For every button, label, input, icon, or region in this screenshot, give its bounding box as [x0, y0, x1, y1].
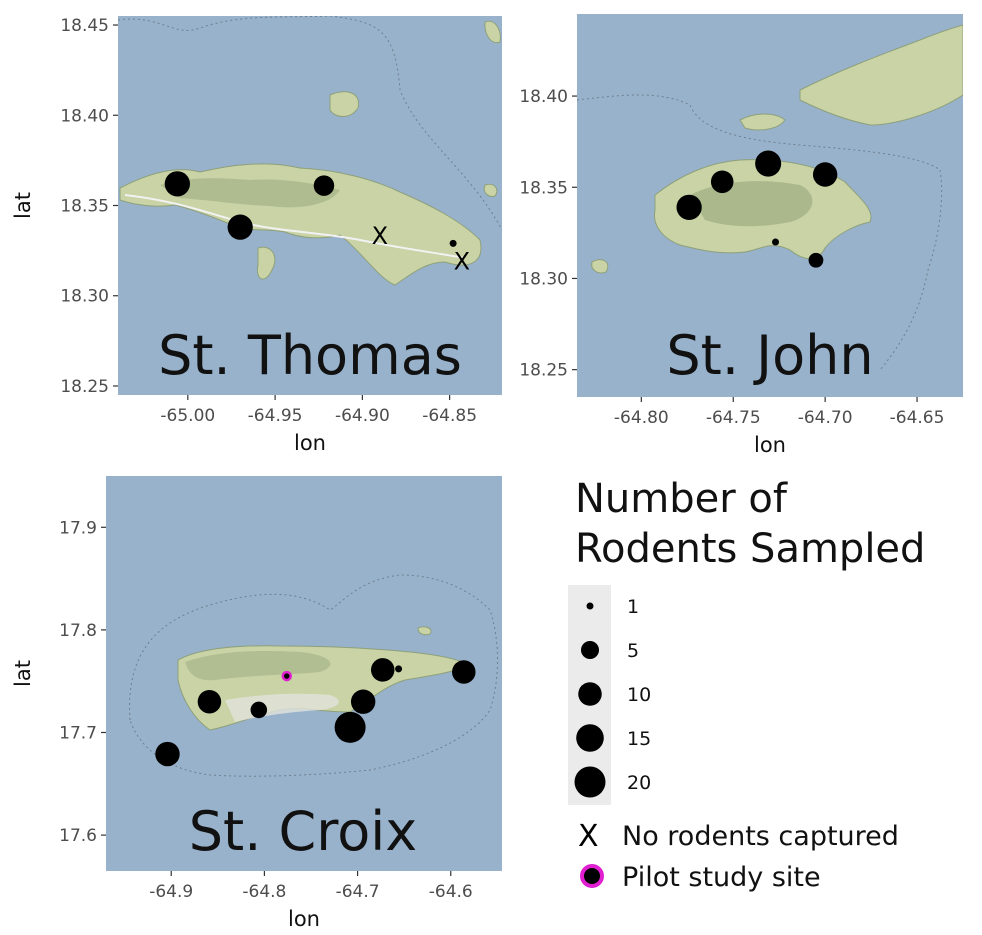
island-tortola	[799, 24, 963, 126]
sample-point-st-croix-6	[395, 665, 403, 673]
road-st-thomas	[124, 194, 466, 259]
sample-point-st-croix-0	[155, 741, 180, 767]
islet-jost-van-dyke	[739, 113, 786, 131]
legend-title-line2: Rodents Sampled	[575, 526, 925, 572]
islet-hans-lollik	[329, 91, 360, 117]
island-st-croix-hills	[185, 651, 331, 681]
legend-size-label-20: 20	[627, 772, 651, 794]
sample-point-st-croix-5	[370, 658, 395, 682]
y-axis-title-st-thomas: lat	[11, 192, 35, 219]
sample-point-st-thomas-1	[227, 214, 253, 240]
x-tick-label-st-john-3: -64.65	[890, 408, 945, 428]
x-axis-title-st-croix: lon	[288, 907, 320, 931]
y-tick-label-st-thomas-3: 18.40	[60, 106, 109, 126]
x-tick-label-st-thomas-1: -64.95	[248, 406, 303, 426]
sample-point-st-croix-4	[350, 689, 376, 714]
x-tick-label-st-croix-3: -64.6	[429, 882, 473, 902]
y-tick-label-st-croix-1: 17.7	[59, 723, 97, 743]
x-axis-title-st-thomas: lon	[294, 431, 326, 455]
x-tick-label-st-john-2: -64.70	[798, 408, 853, 428]
legend-pilot-marker	[580, 864, 604, 888]
y-tick-label-st-john-2: 18.35	[519, 178, 568, 198]
legend-no-capture-label: No rodents captured	[622, 821, 899, 852]
sample-point-st-john-1	[710, 170, 734, 194]
x-tick-label-st-thomas-0: -65.00	[160, 406, 215, 426]
sample-point-st-croix-3	[334, 711, 366, 743]
sample-point-st-john-4	[772, 238, 780, 246]
sample-point-st-john-0	[676, 194, 702, 220]
x-tick-label-st-croix-2: -64.7	[336, 882, 380, 902]
panel-st-thomas: St. Thomas X X -65.00 -64.95 -64.90 -64.85 18.…	[11, 16, 502, 455]
y-tick-label-st-croix-2: 17.8	[59, 621, 97, 641]
y-tick-label-st-thomas-0: 18.25	[60, 377, 109, 397]
island-label-st-croix: St. Croix	[189, 800, 418, 863]
x-tick-label-st-john-0: -64.80	[614, 408, 669, 428]
islet-water-island	[256, 246, 276, 280]
island-st-thomas-hills	[160, 178, 340, 208]
territorial-boundary-st-croix	[129, 574, 498, 777]
legend-size-marker-10	[578, 682, 602, 706]
y-tick-label-st-thomas-4: 18.45	[60, 16, 109, 36]
sample-point-st-thomas-0	[164, 171, 190, 197]
x-tick-label-st-thomas-3: -64.85	[422, 406, 477, 426]
legend-size-marker-5	[580, 640, 600, 660]
y-tick-label-st-thomas-1: 18.30	[60, 287, 109, 307]
panel-st-john: St. John -64.80 -64.75 -64.70 -64.65 18.25 18…	[519, 14, 963, 457]
islet-buck-island	[417, 626, 432, 636]
legend-pilot-label: Pilot study site	[622, 862, 821, 893]
sample-point-st-john-2	[755, 150, 782, 177]
legend-size-label-1: 1	[627, 596, 639, 618]
x-tick-label-st-croix-1: -64.8	[242, 882, 286, 902]
pilot-site-marker-st-croix-0	[281, 670, 293, 682]
island-st-john-hills	[690, 181, 813, 227]
x-tick-label-st-john-1: -64.75	[706, 408, 761, 428]
x-axis-title-st-john: lon	[754, 433, 786, 457]
y-tick-label-st-john-0: 18.25	[519, 361, 568, 381]
x-tick-label-st-thomas-2: -64.90	[335, 406, 390, 426]
territorial-boundary-st-john	[577, 94, 943, 371]
sample-point-st-thomas-3	[449, 239, 457, 247]
panel-st-croix: St. Croix -64.9 -64.8 -64.7 -64.6 17.6 17.7 17…	[11, 476, 502, 931]
y-tick-label-st-croix-3: 17.9	[59, 518, 97, 538]
y-tick-label-st-thomas-2: 18.35	[60, 197, 109, 217]
territorial-boundary-st-thomas	[118, 16, 502, 231]
legend-title-line1: Number of	[575, 476, 788, 522]
sample-point-st-john-3	[812, 162, 838, 187]
sample-point-st-john-5	[808, 252, 824, 268]
island-label-st-john: St. John	[666, 324, 873, 387]
islet-northeast	[484, 20, 501, 44]
legend-size-marker-1	[586, 602, 594, 610]
legend-size-label-5: 5	[627, 640, 639, 662]
y-tick-label-st-john-3: 18.40	[519, 87, 568, 107]
island-label-st-thomas: St. Thomas	[158, 324, 462, 387]
islet-west	[591, 259, 609, 274]
sample-point-st-croix-2	[250, 701, 268, 719]
legend-size-marker-20	[574, 766, 606, 798]
legend-size-label-10: 10	[627, 684, 651, 706]
no-capture-marker-st-thomas-0: X	[372, 222, 388, 250]
islet-east	[483, 183, 498, 197]
x-tick-label-st-croix-0: -64.9	[149, 882, 193, 902]
legend-size-marker-15	[576, 724, 604, 752]
sample-point-st-croix-7	[452, 660, 476, 684]
y-tick-label-st-croix-0: 17.6	[59, 826, 97, 846]
no-capture-marker-st-thomas-1: X	[454, 247, 470, 275]
y-axis-title-st-croix: lat	[11, 660, 35, 687]
legend-size-label-15: 15	[627, 728, 651, 750]
y-tick-label-st-john-1: 18.30	[519, 269, 568, 289]
legend-no-capture-marker: X	[578, 819, 599, 854]
sample-point-st-croix-1	[197, 689, 222, 714]
sample-point-st-thomas-2	[313, 175, 335, 196]
